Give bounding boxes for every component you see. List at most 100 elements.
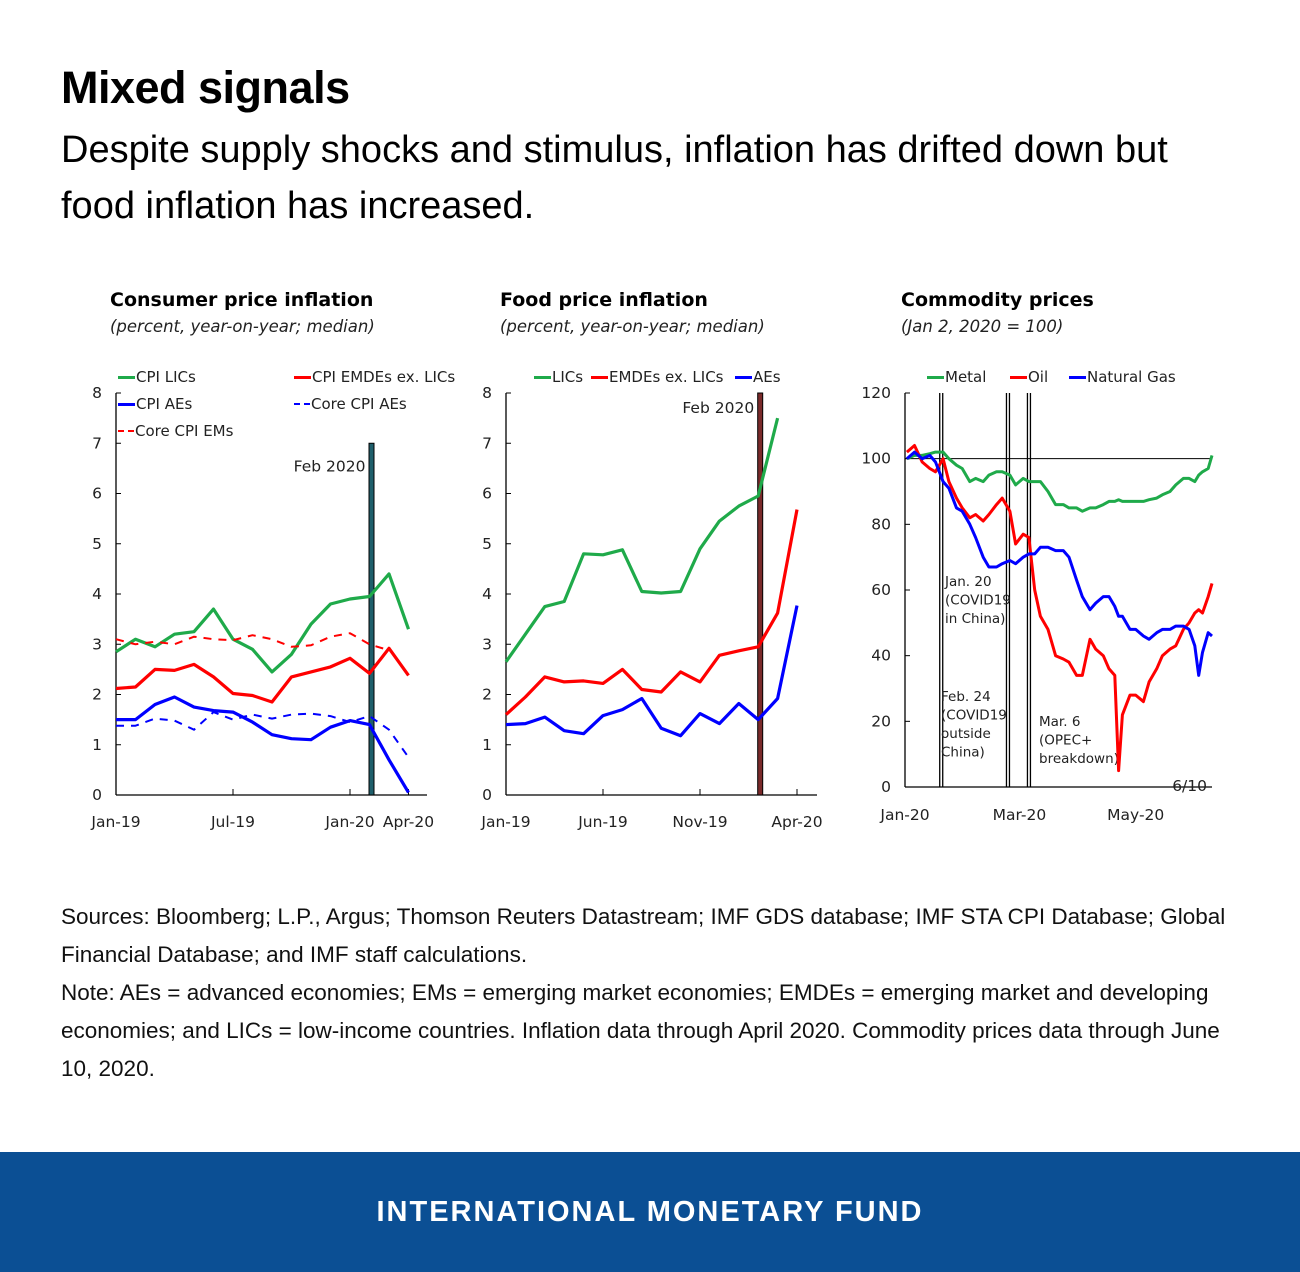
chart3-title: Commodity prices: [901, 289, 1094, 311]
legend-item: Core CPI EMs: [118, 422, 233, 440]
series-line-cpi-aes: [116, 695, 410, 794]
series-line-cpi-emdes-ex-lics: [115, 646, 410, 704]
series-line-core-cpi-aes: [116, 711, 410, 758]
y-tick-label: 4: [482, 585, 492, 603]
legend-item: AEs: [735, 368, 781, 386]
footer-logo-text: INTERNATIONAL MONETARY FUND: [376, 1195, 924, 1228]
event-label: (OPEC+: [1039, 733, 1092, 749]
legend-swatch: [1010, 375, 1027, 379]
annotation-line: [368, 442, 375, 796]
x-tick-label: Jan-20: [324, 813, 374, 831]
event-label: (COVID19: [945, 593, 1011, 609]
x-tick-label: Jun-19: [577, 813, 628, 831]
chart2-subtitle: (percent, year-on-year; median): [500, 317, 765, 336]
legend-label: Core CPI EMs: [135, 422, 234, 440]
series-line-core-cpi-ems: [115, 632, 390, 652]
legend-swatch: [118, 375, 135, 379]
series-line-cpi-lics: [115, 572, 411, 674]
series-line-oil: [905, 444, 1214, 773]
legend-label: CPI AEs: [136, 395, 193, 413]
event-label: Mar. 6: [1039, 714, 1080, 730]
legend-label: Oil: [1028, 368, 1049, 386]
event-label: (COVID19: [941, 708, 1007, 724]
series-line-natural-gas: [905, 450, 1213, 677]
series-line-aes: [505, 605, 799, 738]
legend-label: Core CPI AEs: [311, 395, 407, 413]
legend-item: Oil: [1010, 368, 1048, 386]
x-tick-label: Jan-19: [90, 813, 140, 831]
chart1-title: Consumer price inflation: [110, 289, 374, 311]
y-tick-label: 5: [92, 535, 102, 553]
y-tick-label: 4: [92, 585, 102, 603]
legend-swatch: [1069, 375, 1086, 379]
y-tick-label: 0: [482, 786, 492, 804]
event-label: Jan. 20: [944, 574, 992, 590]
legend-label: CPI EMDEs ex. LICs: [312, 368, 456, 386]
y-tick-label: 7: [482, 434, 492, 452]
legend-item: Metal: [927, 368, 986, 386]
legend-label: CPI LICs: [136, 368, 196, 386]
event-label: breakdown): [1039, 751, 1119, 767]
annotation-label: Feb 2020: [294, 457, 366, 475]
event-label: China): [941, 745, 985, 761]
y-tick-label: 40: [871, 647, 891, 665]
y-tick-label: 0: [881, 778, 891, 796]
footer-banner: INTERNATIONAL MONETARY FUND: [0, 1152, 1300, 1272]
legend-swatch: [294, 403, 310, 405]
legend-item: Natural Gas: [1069, 368, 1176, 386]
sources-text: Sources: Bloomberg; L.P., Argus; Thomson…: [61, 904, 1226, 967]
legend-item: CPI LICs: [118, 368, 196, 386]
legend-label: Metal: [945, 368, 987, 386]
chart3-subtitle: (Jan 2, 2020 = 100): [901, 317, 1064, 336]
y-tick-label: 0: [92, 786, 102, 804]
y-tick-label: 8: [92, 384, 102, 402]
event-label: Feb. 24: [941, 689, 991, 705]
x-tick-label: Apr-20: [771, 813, 822, 831]
x-tick-label: May-20: [1107, 806, 1164, 824]
x-tick-label: Mar-20: [993, 806, 1047, 824]
y-tick-label: 20: [871, 712, 891, 730]
legend-swatch: [927, 375, 944, 379]
series-line-lics: [504, 417, 780, 663]
legend-label: Natural Gas: [1087, 368, 1176, 386]
y-tick-label: 8: [482, 384, 492, 402]
chart1-subtitle: (percent, year-on-year; median): [110, 317, 375, 336]
legend-item: CPI EMDEs ex. LICs: [294, 368, 455, 386]
legend-item: Core CPI AEs: [294, 395, 407, 413]
end-date-label: 6/10: [1172, 777, 1207, 795]
y-tick-label: 80: [871, 515, 891, 533]
y-tick-label: 3: [482, 635, 492, 653]
legend-label: AEs: [753, 368, 781, 386]
x-tick-label: Jul-19: [210, 813, 255, 831]
y-tick-label: 2: [92, 686, 102, 704]
page-subtitle: Despite supply shocks and stimulus, infl…: [61, 129, 1168, 227]
annotation-label: Feb 2020: [682, 399, 754, 417]
y-tick-label: 120: [861, 384, 891, 402]
legend-swatch: [294, 375, 311, 379]
y-tick-label: 1: [482, 736, 492, 754]
series-line-metal: [906, 450, 1214, 513]
chart2-title: Food price inflation: [500, 289, 708, 311]
legend-item: EMDEs ex. LICs: [591, 368, 723, 386]
legend-swatch: [534, 375, 551, 379]
y-tick-label: 6: [482, 485, 492, 503]
legend-swatch: [735, 375, 752, 379]
legend-item: LICs: [534, 368, 583, 386]
y-tick-label: 5: [482, 535, 492, 553]
legend-label: LICs: [552, 368, 584, 386]
annotation-line: [757, 392, 764, 796]
y-tick-label: 100: [861, 450, 891, 468]
x-tick-label: Apr-20: [383, 813, 434, 831]
y-tick-label: 6: [92, 485, 102, 503]
legend-swatch: [118, 402, 135, 406]
legend-swatch: [591, 375, 608, 379]
x-tick-label: Jan-19: [480, 813, 530, 831]
legend-label: EMDEs ex. LICs: [609, 368, 724, 386]
y-tick-label: 1: [92, 736, 102, 754]
legend-swatch: [118, 430, 134, 432]
note-text: Note: AEs = advanced economies; EMs = em…: [61, 980, 1220, 1081]
y-tick-label: 60: [871, 581, 891, 599]
notes: Sources: Bloomberg; L.P., Argus; Thomson…: [61, 898, 1231, 1088]
event-label: in China): [945, 611, 1005, 627]
y-tick-label: 2: [482, 686, 492, 704]
